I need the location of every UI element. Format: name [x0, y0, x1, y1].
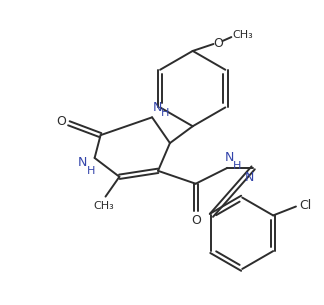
Text: O: O	[191, 214, 201, 227]
Text: N: N	[78, 156, 87, 169]
Text: N: N	[152, 101, 162, 114]
Text: O: O	[214, 37, 224, 49]
Text: H: H	[87, 166, 95, 176]
Text: H: H	[161, 108, 169, 118]
Text: H: H	[233, 161, 241, 171]
Text: CH₃: CH₃	[232, 30, 253, 40]
Text: O: O	[56, 115, 66, 128]
Text: Cl: Cl	[300, 199, 312, 212]
Text: N: N	[245, 171, 254, 184]
Text: CH₃: CH₃	[93, 200, 114, 210]
Text: N: N	[225, 152, 234, 164]
